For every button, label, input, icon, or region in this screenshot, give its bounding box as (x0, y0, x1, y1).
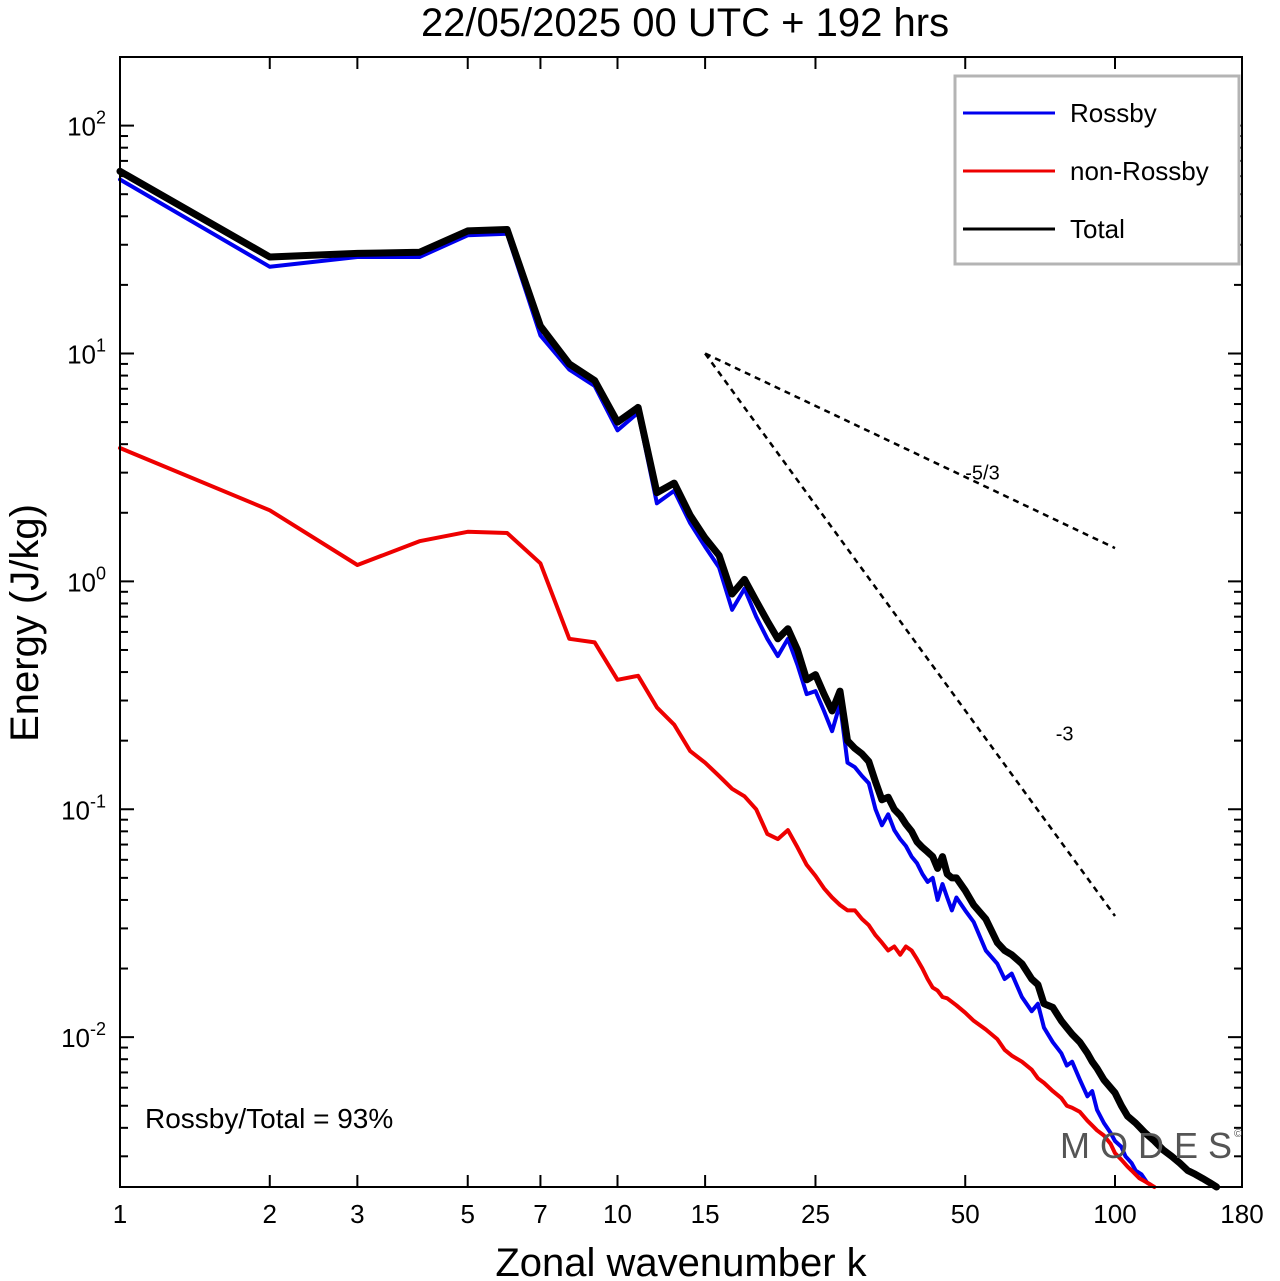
y-tick-label: 10-2 (61, 1019, 106, 1053)
y-axis-label: Energy (J/kg) (3, 504, 47, 742)
legend-label-non-rossby: non-Rossby (1070, 156, 1209, 186)
slope-reference-line (704, 352, 1116, 550)
x-tick-label: 2 (263, 1199, 277, 1229)
copyright-mark: © (1234, 1128, 1242, 1140)
x-tick-label: 50 (951, 1199, 980, 1229)
x-tick-label: 1 (113, 1199, 127, 1229)
series-line-non-rossby (118, 446, 1157, 1189)
y-tick-label: 102 (67, 108, 106, 142)
modes-watermark: MODES © (1060, 1125, 1242, 1166)
y-tick-label: 100 (67, 563, 106, 597)
reference-slope-lines: -5/3 -3 (704, 352, 1117, 917)
y-tick-label: 101 (67, 335, 106, 369)
series-line-total (116, 167, 1221, 1191)
x-tick-label: 3 (350, 1199, 364, 1229)
legend: Rossby non-Rossby Total (953, 74, 1241, 266)
y-tick-labels: 102 101 100 10-1 10-2 (61, 108, 106, 1054)
watermark-text: MODES (1060, 1125, 1242, 1166)
slope-label: -3 (1056, 724, 1074, 746)
x-tick-label: 5 (461, 1199, 475, 1229)
y-tick-label: 10-1 (61, 791, 106, 825)
legend-label-total: Total (1070, 214, 1125, 244)
x-tick-label: 100 (1093, 1199, 1136, 1229)
rossby-ratio-annotation: Rossby/Total = 93% (145, 1103, 393, 1134)
x-tick-label: 180 (1220, 1199, 1263, 1229)
x-tick-label: 25 (801, 1199, 830, 1229)
x-tick-labels: 1 2 3 5 7 10 15 25 50 100 180 (113, 1199, 1264, 1229)
x-axis-label: Zonal wavenumber k (495, 1241, 867, 1281)
x-tick-label: 15 (691, 1199, 720, 1229)
x-tick-label: 10 (603, 1199, 632, 1229)
chart-title: 22/05/2025 00 UTC + 192 hrs (421, 1, 949, 45)
legend-label-rossby: Rossby (1070, 98, 1157, 128)
x-tick-label: 7 (533, 1199, 547, 1229)
plot-frame (119, 56, 1243, 1188)
slope-label: -5/3 (965, 462, 999, 484)
series-lines (116, 167, 1221, 1191)
